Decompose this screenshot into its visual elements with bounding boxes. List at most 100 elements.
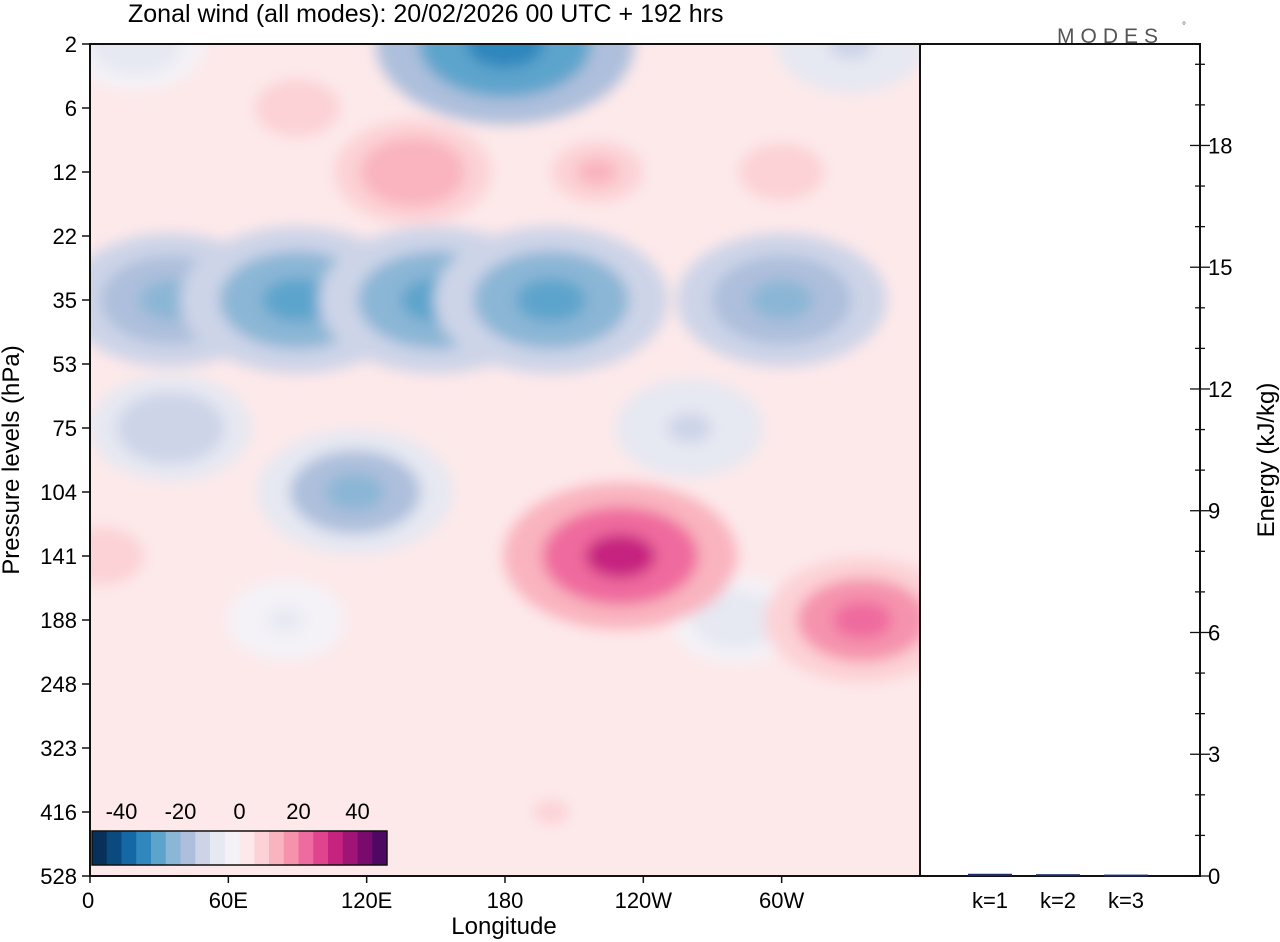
wind-feature-core [115,44,157,58]
colorbar-cell [121,831,137,865]
mode-tick-label: k=2 [1040,888,1076,913]
colorbar-cell [313,831,329,865]
colorbar-tick-label: 0 [233,799,245,824]
colorbar-cell [269,831,285,865]
colorbar-tick-label: -20 [165,799,197,824]
pressure-tick-label: 528 [40,864,77,889]
colorbar-cell [106,831,122,865]
colorbar-cell [180,831,196,865]
pressure-tick-label: 141 [40,544,77,569]
pressure-tick-label: 188 [40,608,77,633]
wind-feature-core [750,279,814,321]
longitude-axis: 0 60E 120E 180 120W 60W [82,876,805,913]
longitude-tick-label: 120E [341,888,392,913]
pressure-tick-label: 12 [53,160,77,185]
wind-feature [419,44,591,98]
y-axis-label: Pressure levels (hPa) [0,345,25,574]
pressure-tick-label: 75 [53,416,77,441]
energy-bar [1036,874,1080,877]
pressure-tick-label: 2 [65,32,77,57]
pressure-tick-label: 53 [53,352,77,377]
pressure-tick-label: 35 [53,288,77,313]
chart-title: Zonal wind (all modes): 20/02/2026 00 UT… [128,0,723,28]
colorbar-cell [298,831,314,865]
wind-feature-core [325,473,385,511]
pressure-tick-label: 416 [40,800,77,825]
wind-feature-core [533,799,569,825]
energy-tick-label: 9 [1208,499,1220,524]
mode-tick-label: k=1 [972,888,1008,913]
wind-feature-core [389,156,437,188]
wind-feature-core [667,413,712,443]
energy-tick-label: 3 [1208,742,1220,767]
pressure-tick-label: 248 [40,672,77,697]
pressure-axis: 2 6 12 22 35 53 75 104 141 188 248 323 416 528 [40,32,90,889]
modes-logo-mark: ° [1182,21,1186,32]
wind-feature-core [762,158,801,186]
energy-tick-label: 12 [1208,377,1232,402]
pressure-tick-label: 323 [40,736,77,761]
colorbar-cell [92,831,108,865]
pressure-tick-label: 104 [40,480,77,505]
colorbar-frame [91,830,388,866]
wind-feature-core [828,44,873,59]
longitude-tick-label: 0 [82,888,94,913]
wind-feature-core [576,158,618,186]
energy-bar [968,873,1012,876]
wind-feature-core [585,533,656,579]
longitude-tick-label: 180 [487,888,524,913]
longitude-tick-label: 120W [615,888,673,913]
colorbar-tick-label: 40 [345,799,369,824]
longitude-tick-label: 60E [209,888,248,913]
wind-feature-core [833,601,892,639]
colorbar-cell [372,831,388,865]
pressure-tick-label: 22 [53,224,77,249]
energy-bar [1104,874,1148,877]
colorbar-cell [195,831,211,865]
colorbar-cell [151,831,167,865]
colorbar-cell [210,831,226,865]
mode-tick-label: k=3 [1108,888,1144,913]
energy-panel-frame [919,43,1201,877]
colorbar-cell [239,831,255,865]
wind-feature-core [268,607,304,633]
wind-feature-core [466,44,544,69]
field-features [90,44,920,854]
x-axis-label: Longitude [451,913,556,940]
colorbar-cell [328,831,344,865]
wind-feature-core [146,412,195,444]
wind-feature-core [516,277,587,323]
energy-tick-label: 15 [1208,255,1232,280]
wind-feature-core [262,277,333,323]
wind-feature-core [278,94,317,122]
colorbar-ticks: -40 -20 0 20 40 [106,799,370,824]
colorbar-cell [357,831,373,865]
energy-tick-label: 0 [1208,864,1220,889]
mode-axis: k=1 k=2 k=3 [972,888,1144,913]
wind-feature [90,44,183,75]
energy-axis-label: Energy (kJ/kg) [1253,383,1280,538]
colorbar-cells [92,831,388,865]
colorbar-tick-label: 20 [286,799,310,824]
colorbar: -40 -20 0 20 40 [91,799,388,866]
wind-feature [801,44,901,77]
energy-axis: 0 3 6 9 12 15 18 [1190,63,1232,889]
zonal-wind-field [90,44,920,876]
longitude-tick-label: 60W [759,888,804,913]
branding-logo: MODES ° [1057,21,1186,48]
modes-logo-text: MODES [1057,25,1164,48]
colorbar-cell [224,831,240,865]
colorbar-cell [283,831,299,865]
wind-feature-core [90,542,121,570]
colorbar-cell [254,831,270,865]
energy-tick-label: 6 [1208,620,1220,645]
wind-feature-core [716,606,755,634]
colorbar-cell [136,831,152,865]
colorbar-tick-label: -40 [106,799,138,824]
energy-tick-label: 18 [1208,133,1232,158]
colorbar-cell [342,831,358,865]
energy-bars [968,873,1148,877]
pressure-tick-label: 6 [65,96,77,121]
colorbar-cell [165,831,181,865]
